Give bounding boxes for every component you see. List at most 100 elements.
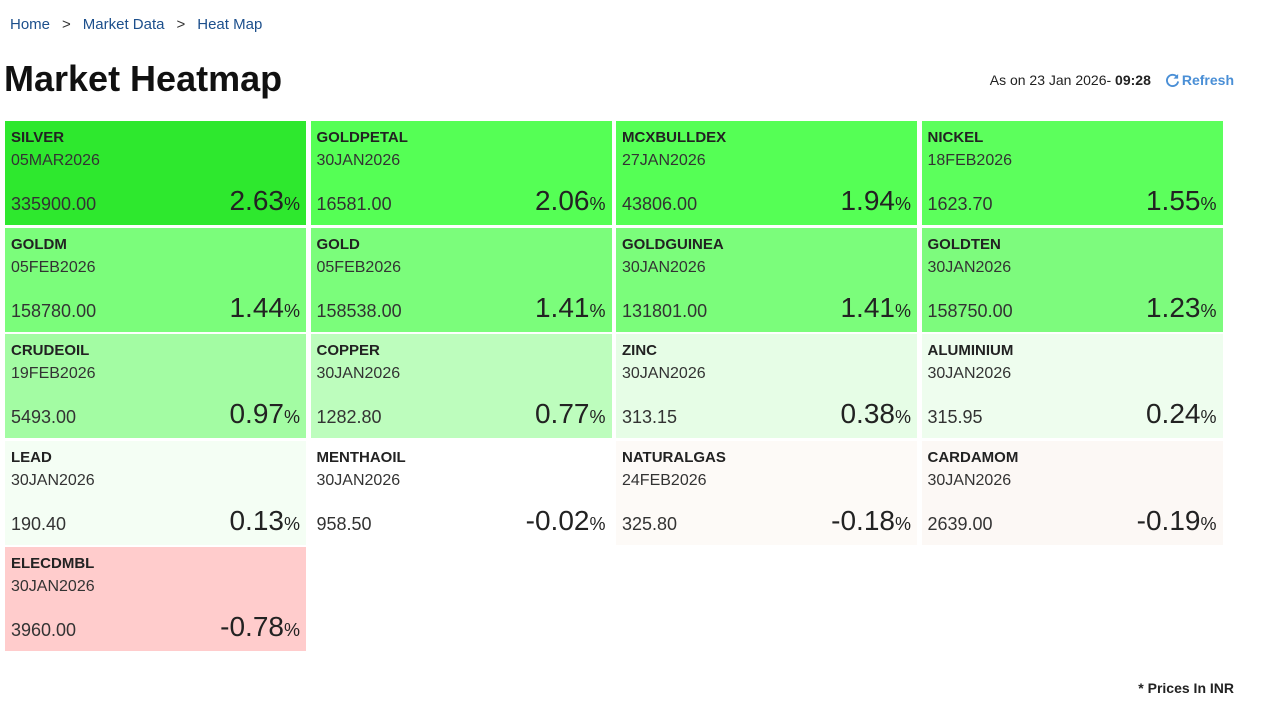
heatmap-tile[interactable]: GOLDTEN 30JAN2026 158750.00 1.23% [921,227,1223,332]
heatmap-tile[interactable]: ELECDMBL 30JAN2026 3960.00 -0.78% [5,547,306,651]
price: 158750.00 [927,300,1013,321]
heatmap-tile[interactable]: COPPER 30JAN2026 1282.80 0.77% [310,334,612,438]
change-value: 2.63 [229,185,284,216]
change: -0.19% [1137,505,1217,537]
expiry: 05FEB2026 [11,258,96,276]
breadcrumb-link[interactable]: Home [10,16,51,33]
breadcrumb-link[interactable]: Heat Map [197,16,263,33]
price: 958.50 [316,513,372,534]
change-value: 1.41 [534,291,590,323]
expiry: 30JAN2026 [622,365,706,382]
heatmap-tile[interactable]: CRUDEOIL 19FEB2026 5493.00 0.97% [5,334,306,438]
heatmap-tile[interactable]: NICKEL 18FEB2026 1623.70 1.55% [921,121,1223,225]
symbol: CRUDEOIL [11,342,90,359]
change: 2.06% [535,185,606,217]
change-unit: % [589,407,606,427]
change: -0.78% [220,611,300,643]
change-unit: % [894,300,911,321]
expiry: 30JAN2026 [316,365,401,382]
heatmap-tile[interactable]: GOLD 05FEB2026 158538.00 1.41% [310,227,612,332]
heatmap-tile[interactable]: GOLDM 05FEB2026 158780.00 1.44% [5,227,306,332]
change-value: 0.97 [229,398,284,429]
change-value: -0.18 [831,504,895,536]
price: 131801.00 [622,300,708,321]
change: 1.94% [840,185,911,217]
footnote: * Prices In INR [1138,680,1234,696]
expiry: 30JAN2026 [622,258,706,276]
price: 315.95 [927,407,983,427]
price: 5493.00 [11,407,77,427]
breadcrumb-separator: > [176,16,186,33]
change: 1.41% [535,292,606,324]
change-value: 1.23 [1145,291,1201,323]
symbol: GOLDTEN [927,235,1001,253]
price: 335900.00 [11,194,97,214]
expiry: 30JAN2026 [11,578,95,595]
price: 190.40 [11,513,67,534]
heatmap-tile[interactable]: ALUMINIUM 30JAN2026 315.95 0.24% [921,334,1223,438]
change-unit: % [894,194,911,214]
change-value: 1.55 [1145,185,1201,216]
heatmap-tile[interactable]: GOLDGUINEA 30JAN2026 131801.00 1.41% [616,227,917,332]
change-unit: % [589,300,606,321]
change: 0.38% [840,398,911,430]
symbol: ELECDMBL [11,555,95,572]
change-value: 1.44 [229,291,284,323]
expiry: 30JAN2026 [927,365,1012,382]
change: -0.02% [526,505,606,537]
expiry: 30JAN2026 [927,471,1012,489]
expiry: 30JAN2026 [316,471,401,489]
change: 0.97% [229,398,300,430]
heatmap-tile[interactable]: ZINC 30JAN2026 313.15 0.38% [616,334,917,438]
price: 1623.70 [927,194,993,214]
change: 1.44% [229,292,300,324]
heatmap-tile[interactable]: CARDAMOM 30JAN2026 2639.00 -0.19% [921,440,1223,545]
change-value: 0.24 [1145,398,1201,429]
change: -0.18% [831,505,911,537]
change-value: -0.78 [220,611,284,642]
refresh-label: Refresh [1181,72,1234,88]
refresh-icon [1165,73,1179,87]
expiry: 30JAN2026 [11,471,95,489]
symbol: NICKEL [927,129,984,146]
change-unit: % [1200,407,1217,427]
change-value: 0.77 [534,398,590,429]
symbol: ZINC [622,342,657,359]
heatmap-tile[interactable]: LEAD 30JAN2026 190.40 0.13% [5,440,306,545]
symbol: NATURALGAS [622,448,726,466]
price: 158780.00 [11,300,97,321]
page-title: Market Heatmap [4,58,283,99]
breadcrumb-link[interactable]: Market Data [82,16,165,33]
change-unit: % [283,194,300,214]
change: 1.41% [840,292,911,324]
price: 16581.00 [316,194,392,214]
symbol: GOLDPETAL [316,129,408,146]
heatmap-tile[interactable]: MCXBULLDEX 27JAN2026 43806.00 1.94% [616,121,917,225]
expiry: 05MAR2026 [11,152,100,169]
price: 325.80 [622,513,678,534]
symbol: GOLD [316,235,360,253]
price: 2639.00 [927,513,993,534]
symbol: CARDAMOM [927,448,1019,466]
heatmap-tile[interactable]: MENTHAOIL 30JAN2026 958.50 -0.02% [310,440,612,545]
breadcrumb: Home > Market Data > Heat Map [10,16,274,33]
heatmap-tile[interactable]: SILVER 05MAR2026 335900.00 2.63% [5,121,306,225]
change: 0.24% [1146,398,1217,430]
symbol: LEAD [11,448,52,466]
change-unit: % [283,407,300,427]
as-on-text: As on 23 Jan 2026- [989,72,1116,88]
heatmap-tile[interactable]: NATURALGAS 24FEB2026 325.80 -0.18% [616,440,917,545]
change: 1.23% [1146,292,1217,324]
change: 2.63% [229,185,300,217]
symbol: GOLDM [11,235,67,253]
refresh-button[interactable]: Refresh [1165,72,1234,88]
change-unit: % [1200,513,1217,534]
price: 3960.00 [11,620,77,640]
change-value: -0.02 [525,504,590,536]
timestamp: As on 23 Jan 2026- 09:28 Refresh [990,72,1234,88]
change: 0.13% [229,505,300,537]
change-unit: % [894,513,911,534]
heatmap-tile[interactable]: GOLDPETAL 30JAN2026 16581.00 2.06% [310,121,612,225]
